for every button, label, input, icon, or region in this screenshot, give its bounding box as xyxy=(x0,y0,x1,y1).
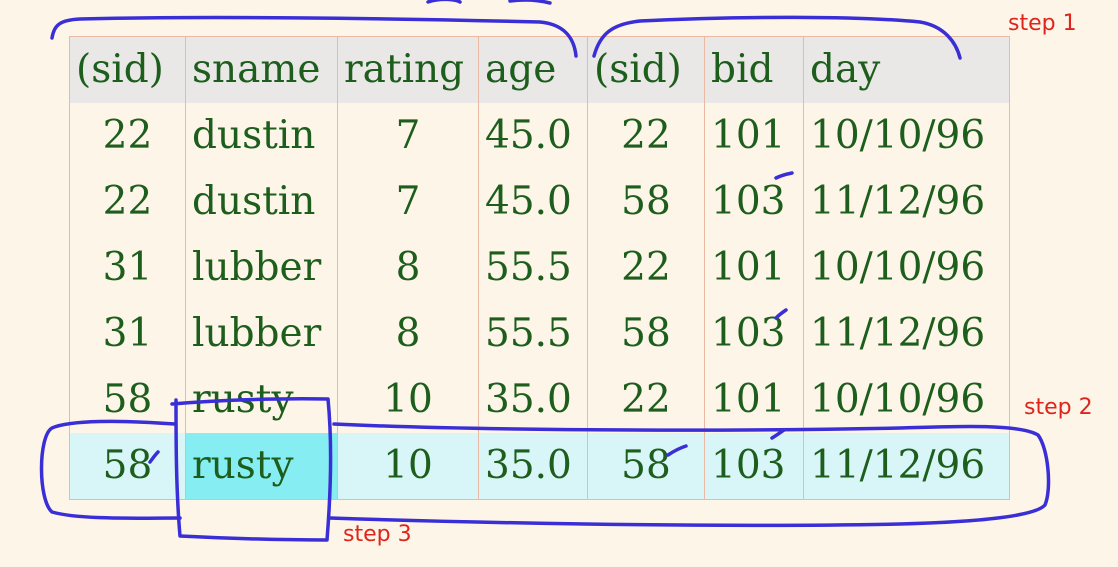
cell-bid: 103 xyxy=(704,301,804,367)
step1-label: step 1 xyxy=(1008,11,1077,36)
cell-sname: rusty xyxy=(185,367,338,433)
cell-day: 10/10/96 xyxy=(803,103,1010,169)
cell-bid: 101 xyxy=(704,367,804,433)
cell-rating: 10 xyxy=(337,433,479,500)
cell-bid: 101 xyxy=(704,235,804,301)
cell-sid: 58 xyxy=(69,367,186,433)
step3-label: step 3 xyxy=(343,522,412,547)
step2-label: step 2 xyxy=(1024,395,1093,420)
cell-day: 11/12/96 xyxy=(803,301,1010,367)
header-day: day xyxy=(803,36,1010,103)
cell-day: 10/10/96 xyxy=(803,235,1010,301)
header-bid: bid xyxy=(704,36,804,103)
table-row: 31 lubber 8 55.5 58 103 11/12/96 xyxy=(69,301,1010,367)
cell-sname: dustin xyxy=(185,103,338,169)
cell-bid: 103 xyxy=(704,433,804,500)
cell-sid2: 58 xyxy=(587,433,705,500)
cell-rating: 7 xyxy=(337,103,479,169)
cell-age: 45.0 xyxy=(478,103,588,169)
highlighted-cell-sname: rusty xyxy=(185,433,338,500)
cell-bid: 103 xyxy=(704,169,804,235)
cell-rating: 8 xyxy=(337,235,479,301)
cell-sid: 31 xyxy=(69,235,186,301)
cell-rating: 7 xyxy=(337,169,479,235)
cell-sname: dustin xyxy=(185,169,338,235)
cell-age: 35.0 xyxy=(478,433,588,500)
table-row: 58 rusty 10 35.0 22 101 10/10/96 xyxy=(69,367,1010,433)
header-age: age xyxy=(478,36,588,103)
cell-sname: lubber xyxy=(185,301,338,367)
cell-sid2: 22 xyxy=(587,367,705,433)
cross-product-table: (sid) sname rating age (sid) bid day 22 … xyxy=(69,36,1010,500)
table-row: 31 lubber 8 55.5 22 101 10/10/96 xyxy=(69,235,1010,301)
header-rating: rating xyxy=(337,36,479,103)
cell-sid: 31 xyxy=(69,301,186,367)
cell-sid2: 58 xyxy=(587,169,705,235)
header-sname: sname xyxy=(185,36,338,103)
cell-age: 35.0 xyxy=(478,367,588,433)
cell-day: 10/10/96 xyxy=(803,367,1010,433)
step1-top-flourish xyxy=(426,0,552,5)
cell-sid2: 58 xyxy=(587,301,705,367)
cell-sid: 58 xyxy=(69,433,186,500)
header-sailor-sid: (sid) xyxy=(69,36,186,103)
table-row: 22 dustin 7 45.0 58 103 11/12/96 xyxy=(69,169,1010,235)
cell-sid2: 22 xyxy=(587,103,705,169)
header-reserve-sid: (sid) xyxy=(587,36,705,103)
cell-sname: lubber xyxy=(185,235,338,301)
cell-sid: 22 xyxy=(69,103,186,169)
cell-bid: 101 xyxy=(704,103,804,169)
header-row: (sid) sname rating age (sid) bid day xyxy=(69,36,1010,103)
cell-sid: 22 xyxy=(69,169,186,235)
cell-sid2: 22 xyxy=(587,235,705,301)
cell-age: 55.5 xyxy=(478,235,588,301)
cell-day: 11/12/96 xyxy=(803,433,1010,500)
cell-age: 55.5 xyxy=(478,301,588,367)
cell-rating: 8 xyxy=(337,301,479,367)
highlighted-table-row: 58 rusty 10 35.0 58 103 11/12/96 xyxy=(69,433,1010,500)
cell-age: 45.0 xyxy=(478,169,588,235)
table-row: 22 dustin 7 45.0 22 101 10/10/96 xyxy=(69,103,1010,169)
cell-rating: 10 xyxy=(337,367,479,433)
cell-day: 11/12/96 xyxy=(803,169,1010,235)
